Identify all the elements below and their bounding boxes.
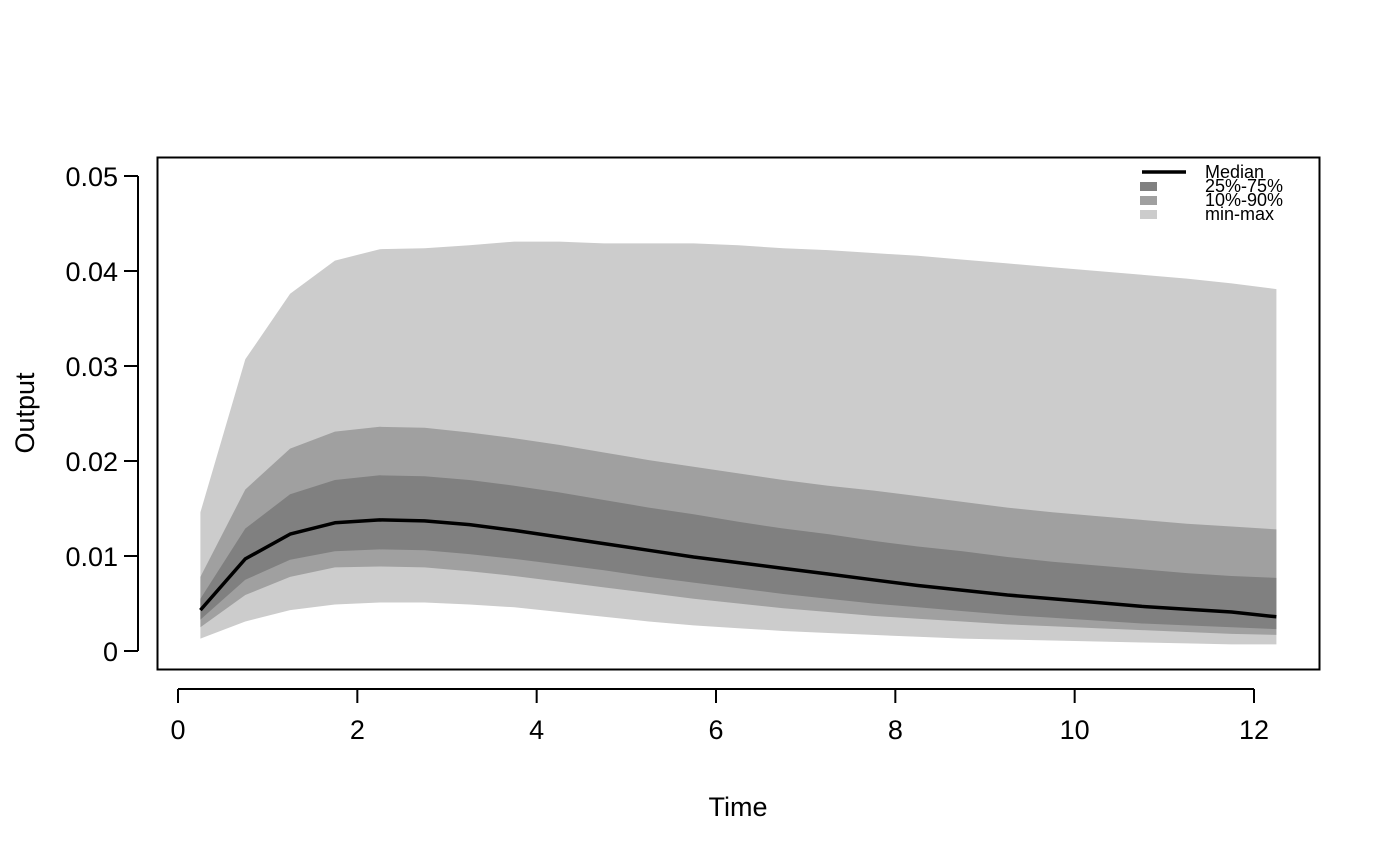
legend-label: 25%-75%: [1205, 176, 1283, 196]
legend-swatch: [1140, 182, 1157, 191]
x-tick-label: 6: [708, 715, 723, 745]
plot-frame: [156, 156, 1321, 671]
legend-swatch: [1140, 196, 1157, 205]
x-tick-label: 0: [170, 715, 185, 745]
median-line: [199, 518, 1277, 619]
legend-label: min-max: [1205, 204, 1274, 224]
y-tick-label: 0.05: [65, 162, 118, 192]
y-axis: 0 0.01 0.02 0.03 0.04 0.05: [65, 162, 139, 667]
y-tick-label: 0.03: [65, 352, 118, 382]
legend-label: 10%-90%: [1205, 190, 1283, 210]
x-axis-title: Time: [709, 792, 768, 822]
x-axis: 0 2 4 6 8 10 12: [170, 688, 1269, 745]
bands-layer: [200, 241, 1277, 645]
x-tick-label: 12: [1239, 715, 1269, 745]
y-tick-label: 0: [103, 637, 118, 667]
x-tick-label: 8: [888, 715, 903, 745]
y-tick-label: 0.04: [65, 257, 118, 287]
legend-label: Median: [1205, 162, 1264, 182]
legend-swatch: [1140, 210, 1157, 219]
median-layer: [199, 518, 1277, 619]
y-tick-label: 0.01: [65, 542, 118, 572]
x-tick-label: 4: [529, 715, 544, 745]
y-tick-label: 0.02: [65, 447, 118, 477]
x-tick-label: 10: [1060, 715, 1090, 745]
band-25-75-: [200, 475, 1277, 630]
x-tick-label: 2: [350, 715, 365, 745]
y-axis-title: Output: [10, 372, 40, 454]
